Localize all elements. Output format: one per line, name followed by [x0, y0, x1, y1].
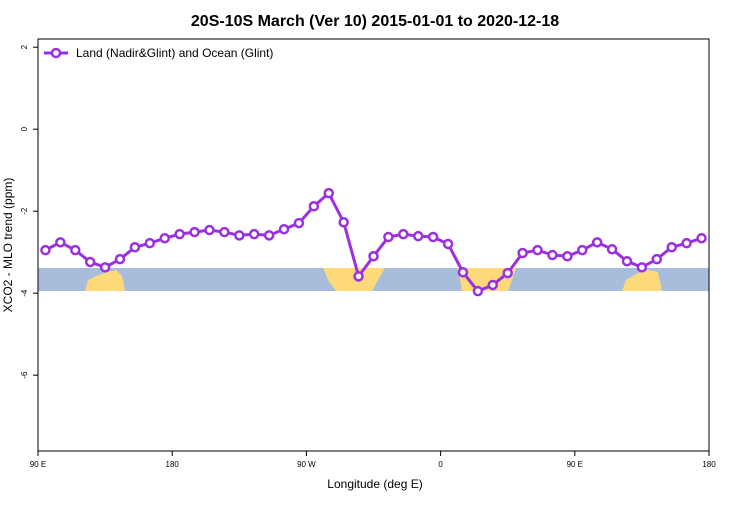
y-tick-label: -4 — [20, 289, 29, 297]
data-point — [234, 230, 245, 241]
legend-marker — [50, 47, 62, 59]
data-point — [323, 187, 335, 199]
data-point — [636, 262, 648, 273]
data-point — [472, 285, 484, 297]
data-point — [547, 249, 558, 261]
data-point — [666, 242, 677, 253]
data-point — [144, 237, 156, 249]
x-tick-label: 180 — [702, 460, 716, 469]
data-point — [606, 244, 618, 255]
x-tick-label: 90 E — [567, 460, 583, 469]
data-point — [219, 226, 230, 238]
plot-frame — [37, 38, 710, 452]
data-point — [681, 237, 692, 249]
x-tick-label: 90 W — [297, 460, 316, 469]
data-point — [591, 237, 603, 248]
data-point — [70, 244, 81, 256]
data-point — [278, 223, 290, 235]
y-axis-label: XCO2 - MLO trend (ppm) — [1, 178, 15, 313]
data-point — [577, 244, 588, 256]
y-tick-label: 0 — [20, 126, 29, 131]
land-patch — [85, 270, 125, 291]
x-tick-label: 0 — [438, 460, 443, 469]
x-tick-label: 180 — [166, 460, 180, 469]
data-point — [442, 238, 454, 250]
legend-label: Land (Nadir&Glint) and Ocean (Glint) — [76, 46, 273, 60]
data-point — [55, 237, 66, 248]
y-tick-label: -2 — [20, 207, 29, 215]
data-point — [263, 230, 275, 241]
data-point — [398, 228, 409, 240]
land-ocean-strip — [38, 268, 709, 291]
data-point — [129, 242, 141, 253]
data-point — [40, 244, 51, 256]
data-point — [368, 251, 379, 262]
data-point — [427, 231, 439, 243]
data-point — [621, 255, 633, 267]
data-point — [562, 251, 573, 262]
data-point — [457, 267, 469, 278]
data-point — [99, 262, 111, 273]
data-point — [383, 231, 394, 243]
x-axis-label: Longitude (deg E) — [327, 477, 422, 491]
y-tick-label: 2 — [20, 44, 29, 49]
data-point — [651, 253, 663, 265]
chart-title: 20S-10S March (Ver 10) 2015-01-01 to 202… — [191, 13, 559, 30]
data-point — [308, 201, 320, 212]
land-patch — [323, 268, 385, 291]
y-tick-label: -6 — [20, 371, 29, 379]
data-point — [532, 244, 543, 256]
data-point — [84, 256, 96, 268]
data-point — [114, 253, 126, 265]
x-tick-label: 90 E — [30, 460, 46, 469]
data-point — [189, 226, 200, 238]
data-point — [353, 271, 364, 282]
data-point — [159, 232, 170, 244]
land-patch — [622, 270, 662, 291]
data-point — [487, 279, 499, 291]
data-point — [174, 228, 185, 240]
data-point — [412, 230, 424, 242]
data-point — [204, 224, 215, 236]
data-point — [248, 228, 260, 240]
data-point — [338, 216, 349, 228]
data-point — [696, 232, 707, 244]
data-point — [502, 267, 513, 279]
data-point — [517, 247, 528, 259]
data-point — [293, 217, 305, 229]
